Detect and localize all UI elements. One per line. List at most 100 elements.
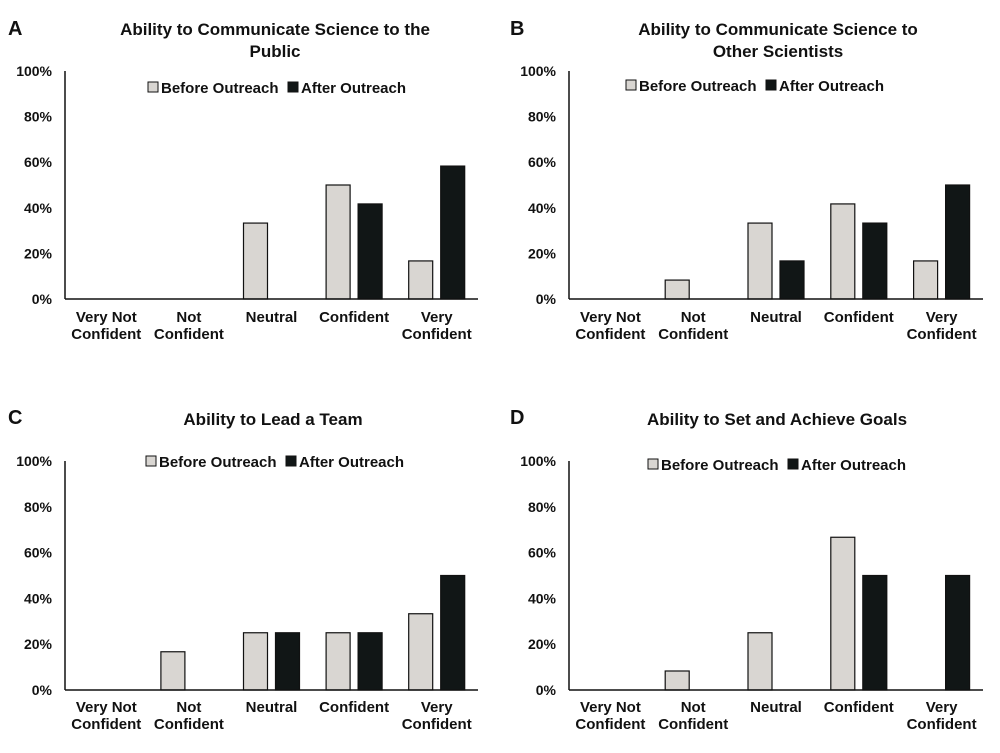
x-category-label: Not (681, 699, 706, 716)
x-category-label: Confident (319, 699, 389, 716)
x-category-label: Confident (824, 309, 894, 326)
bar-after (357, 632, 383, 691)
x-category-label: Very Not (76, 699, 137, 716)
y-tick-label: 0% (32, 291, 53, 307)
x-category-label: Neutral (750, 309, 802, 326)
x-category-label: Confident (154, 716, 224, 733)
x-category-label: Confident (71, 326, 141, 343)
legend-label-before: Before Outreach (161, 80, 279, 97)
x-category-label: Confident (402, 326, 472, 343)
y-tick-label: 100% (520, 63, 556, 79)
legend-swatch-before (145, 455, 157, 467)
chart-title: Other Scientists (713, 42, 843, 61)
x-category-label: Neutral (246, 309, 298, 326)
chart-title: Ability to Communicate Science to the (120, 20, 430, 39)
bar-before (747, 222, 773, 300)
legend-label-before: Before Outreach (639, 78, 757, 95)
x-category-label: Neutral (246, 699, 298, 716)
panel-letter: A (8, 18, 22, 40)
legend-swatch-before (625, 79, 637, 91)
panel-letter: D (510, 407, 524, 429)
x-category-label: Confident (907, 326, 977, 343)
x-category-label: Very (421, 699, 453, 716)
legend-label-after: After Outreach (801, 457, 906, 474)
y-tick-label: 40% (24, 590, 53, 606)
bar-after (274, 632, 301, 691)
bar-after (944, 184, 971, 300)
y-tick-label: 60% (528, 545, 557, 561)
bar-after (440, 574, 466, 691)
bar-before (747, 632, 773, 691)
x-category-label: Confident (71, 716, 141, 733)
chart-panel-b: B Ability to Communicate Science to Other … (510, 18, 983, 343)
bar-after (440, 165, 466, 300)
legend-label-after: After Outreach (299, 454, 404, 471)
y-tick-label: 100% (16, 453, 52, 469)
y-tick-label: 20% (24, 636, 53, 652)
bar-before (325, 184, 351, 300)
legend-swatch-after (765, 79, 777, 91)
y-tick-label: 80% (24, 109, 53, 125)
x-category-label: Very Not (76, 309, 137, 326)
panel-letter: B (510, 18, 524, 40)
panel-letter: C (8, 407, 22, 429)
chart-panel-d: D Ability to Set and Achieve Goals 0% 20% 40… (510, 407, 983, 733)
x-category-label: Very (421, 309, 453, 326)
x-category-label: Not (176, 309, 201, 326)
chart-title: Ability to Set and Achieve Goals (647, 410, 907, 429)
x-category-label: Confident (575, 716, 645, 733)
y-tick-label: 80% (528, 499, 557, 515)
bar-after (862, 574, 888, 691)
bar-before (242, 632, 269, 691)
bar-before (664, 670, 690, 691)
chart-panel-c: C Ability to Lead a Team 0% 20% 40% 60% 80% 100… (8, 407, 478, 733)
bar-after (944, 574, 971, 691)
y-tick-label: 80% (528, 109, 557, 125)
x-category-label: Confident (907, 716, 977, 733)
bar-before (325, 632, 351, 691)
x-category-label: Confident (658, 326, 728, 343)
y-tick-label: 60% (24, 154, 53, 170)
legend-swatch-before (147, 81, 159, 93)
y-tick-label: 40% (528, 200, 557, 216)
y-tick-label: 100% (16, 63, 52, 79)
legend-swatch-before (647, 458, 659, 470)
y-tick-label: 100% (520, 453, 556, 469)
x-category-label: Neutral (750, 699, 802, 716)
y-tick-label: 20% (24, 245, 53, 261)
y-tick-label: 0% (536, 682, 557, 698)
bar-before (160, 651, 186, 691)
legend-label-before: Before Outreach (159, 454, 277, 471)
legend-label-before: Before Outreach (661, 457, 779, 474)
legend-label-after: After Outreach (779, 78, 884, 95)
x-category-label: Very Not (580, 699, 641, 716)
bar-after (357, 203, 383, 300)
legend-label-after: After Outreach (301, 80, 406, 97)
bar-before (830, 536, 856, 691)
x-category-label: Confident (575, 326, 645, 343)
y-tick-label: 80% (24, 499, 53, 515)
chart-title: Ability to Lead a Team (183, 410, 362, 429)
y-tick-label: 0% (32, 682, 53, 698)
x-category-label: Not (176, 699, 201, 716)
x-category-label: Confident (658, 716, 728, 733)
x-category-label: Confident (319, 309, 389, 326)
bar-after (779, 260, 805, 300)
x-category-label: Very (926, 309, 958, 326)
bar-before (242, 222, 269, 300)
legend-swatch-after (787, 458, 799, 470)
y-tick-label: 40% (528, 590, 557, 606)
y-tick-label: 20% (528, 636, 557, 652)
y-tick-label: 0% (536, 291, 557, 307)
x-category-label: Very (926, 699, 958, 716)
chart-title: Public (249, 42, 300, 61)
bar-before (408, 613, 434, 691)
x-category-label: Not (681, 309, 706, 326)
x-category-label: Very Not (580, 309, 641, 326)
bar-before (912, 260, 939, 300)
bar-after (862, 222, 888, 300)
chart-panel-a: A Ability to Communicate Science to the Pu… (8, 18, 478, 343)
bar-before (408, 260, 434, 300)
legend-swatch-after (285, 455, 297, 467)
